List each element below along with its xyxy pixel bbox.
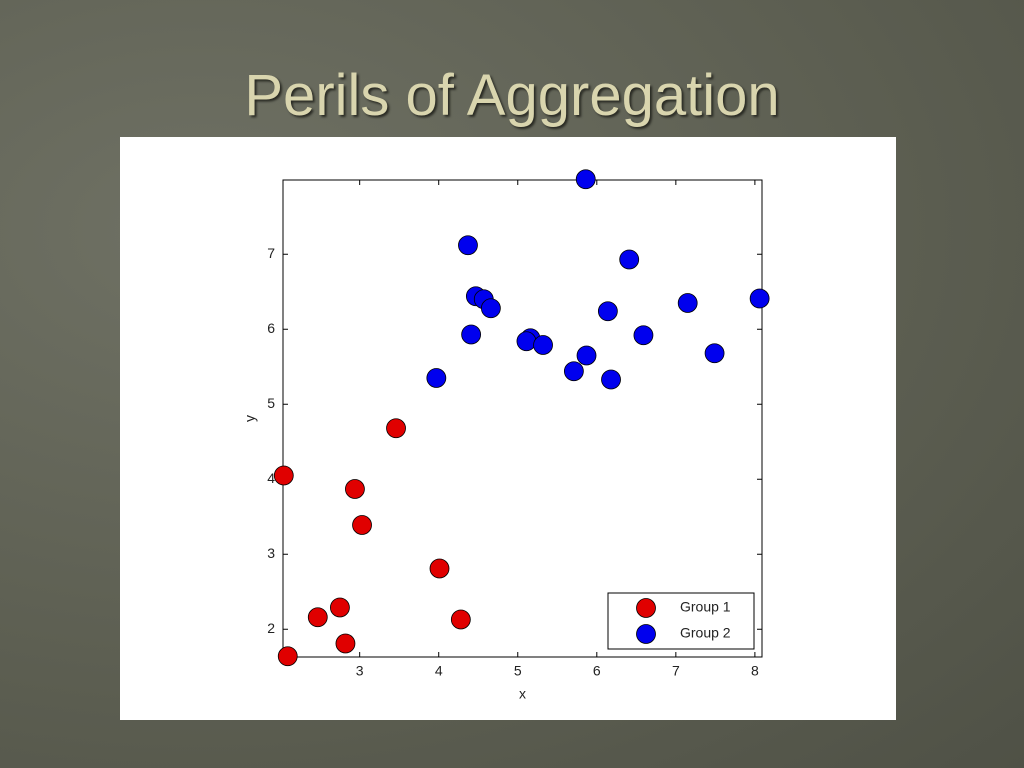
scatter-point bbox=[533, 335, 553, 355]
slide-title: Perils of Aggregation bbox=[244, 63, 780, 128]
scatter-point bbox=[677, 293, 698, 313]
scatter-point bbox=[516, 331, 537, 352]
chart: 3 4 5 6 7 8 2 3 4 5 6 7 x y Group 1 Group 2 bbox=[242, 169, 770, 702]
legend-label: Group 2 bbox=[680, 625, 731, 641]
scatter-point bbox=[458, 235, 478, 256]
x-tick-label: 6 bbox=[593, 663, 601, 679]
scatter-point bbox=[480, 298, 501, 319]
scatter-point bbox=[330, 597, 350, 618]
y-tick-label: 7 bbox=[267, 245, 275, 261]
y-axis-label: y bbox=[242, 415, 258, 422]
legend-marker bbox=[636, 624, 656, 644]
scatter-point bbox=[307, 607, 328, 628]
scatter-point bbox=[749, 288, 770, 309]
scatter-point bbox=[601, 369, 621, 390]
legend-label: Group 1 bbox=[680, 599, 731, 615]
scatter-point bbox=[563, 361, 584, 382]
scatter-point bbox=[335, 633, 356, 654]
scatter-point bbox=[576, 345, 597, 366]
y-tick-label: 2 bbox=[267, 620, 275, 636]
scatter-point bbox=[704, 343, 725, 364]
x-tick-label: 4 bbox=[435, 663, 443, 679]
x-axis-label: x bbox=[519, 686, 526, 702]
x-tick-label: 3 bbox=[356, 663, 364, 679]
legend-box bbox=[607, 592, 755, 650]
x-tick-label: 8 bbox=[751, 663, 759, 679]
x-tick-label: 7 bbox=[672, 663, 680, 679]
scatter-point bbox=[426, 368, 447, 388]
scatter-point bbox=[575, 169, 596, 190]
scatter-point bbox=[386, 418, 406, 439]
scatter-point bbox=[450, 609, 471, 630]
scatter-point bbox=[597, 301, 618, 322]
y-tick-label: 6 bbox=[267, 320, 275, 336]
scatter-point bbox=[352, 515, 372, 535]
scatter-point bbox=[461, 324, 482, 345]
y-tick-label: 4 bbox=[267, 470, 275, 486]
scatter-point bbox=[277, 646, 298, 667]
plot-area bbox=[282, 179, 763, 658]
scatter-point bbox=[345, 479, 365, 499]
scatter-point bbox=[619, 249, 640, 270]
chart-panel: 3 4 5 6 7 8 2 3 4 5 6 7 x y Group 1 Group 2 bbox=[120, 137, 896, 720]
y-tick-label: 5 bbox=[267, 395, 275, 411]
x-tick-label: 5 bbox=[514, 663, 522, 679]
legend-marker bbox=[636, 598, 656, 618]
scatter-point bbox=[633, 325, 654, 346]
scatter-point bbox=[429, 558, 450, 579]
scatter-point bbox=[273, 465, 294, 486]
y-tick-label: 3 bbox=[267, 545, 275, 561]
